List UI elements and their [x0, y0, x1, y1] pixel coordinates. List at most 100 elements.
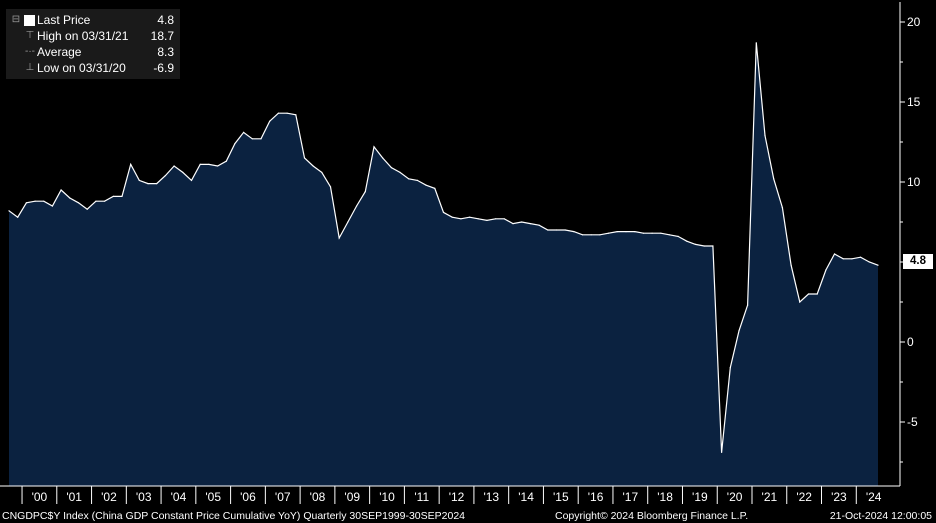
data-point: [329, 186, 332, 188]
x-tick-label: '06: [240, 490, 256, 504]
data-point: [416, 179, 418, 181]
data-point: [408, 178, 410, 180]
data-point: [495, 218, 497, 220]
data-point: [799, 301, 801, 303]
data-point: [321, 171, 323, 173]
data-point: [356, 205, 358, 207]
data-point: [651, 232, 653, 234]
data-point: [147, 183, 149, 185]
footer-series-description: CNGDPC$Y Index (China GDP Constant Price…: [2, 510, 466, 522]
high-marker-icon: ⊤: [25, 30, 35, 41]
data-point: [833, 253, 836, 255]
data-point: [130, 163, 132, 165]
data-point: [694, 243, 697, 245]
x-tick-label: '18: [657, 490, 673, 504]
data-point: [104, 200, 106, 202]
x-tick-label: '14: [518, 490, 534, 504]
legend-average-label: Average: [37, 45, 82, 59]
x-tick-label: '17: [623, 490, 639, 504]
x-tick-label: '12: [449, 490, 465, 504]
data-point: [460, 218, 462, 220]
footer-timestamp: 21-Oct-2024 12:00:05: [829, 510, 932, 522]
legend-last-price-value: 4.8: [157, 13, 174, 27]
data-point: [738, 330, 740, 332]
y-tick-label: 15: [907, 95, 921, 109]
data-point: [434, 187, 436, 189]
data-point: [442, 211, 445, 213]
data-point: [547, 229, 549, 231]
data-point: [764, 135, 766, 137]
data-point: [581, 234, 584, 236]
data-point: [538, 224, 540, 226]
x-tick-label: '09: [344, 490, 360, 504]
data-point: [269, 120, 271, 122]
data-point: [51, 205, 54, 207]
y-tick-label: 20: [907, 15, 921, 29]
x-tick-label: '22: [796, 490, 812, 504]
data-point: [138, 179, 140, 181]
data-point: [529, 223, 532, 225]
legend-last-price[interactable]: ⊟ Last Price 4.8: [6, 12, 180, 28]
data-point: [877, 264, 879, 266]
data-point: [234, 143, 236, 145]
axis-layer: [0, 2, 901, 487]
data-point: [860, 256, 862, 258]
data-point: [608, 232, 610, 234]
legend-low-label: Low on 03/31/20: [37, 61, 126, 75]
data-point: [95, 200, 97, 202]
data-point: [338, 237, 340, 239]
data-point: [721, 451, 723, 453]
legend-average[interactable]: -·- Average 8.3: [6, 44, 180, 60]
legend-high[interactable]: ⊤ High on 03/31/21 18.7: [6, 28, 180, 44]
data-point: [642, 232, 645, 234]
data-point: [521, 221, 523, 223]
data-point: [747, 304, 749, 306]
data-point: [156, 183, 158, 185]
low-marker-icon: ⊥: [25, 62, 35, 73]
data-point: [773, 178, 775, 180]
data-point: [77, 202, 80, 204]
x-tick-label: '03: [136, 490, 152, 504]
data-point: [60, 189, 62, 191]
data-point: [373, 146, 375, 148]
data-point: [825, 269, 827, 271]
data-point: [295, 114, 297, 116]
data-point: [486, 219, 488, 221]
x-tick-label: '10: [379, 490, 395, 504]
data-point: [243, 131, 245, 133]
data-point: [86, 208, 88, 210]
x-tick-label: '19: [692, 490, 708, 504]
x-tick-label: '05: [205, 490, 221, 504]
y-tick-label: 0: [907, 335, 914, 349]
data-point: [199, 163, 201, 165]
last-price-swatch-icon: [24, 15, 35, 26]
y-tick-label: -5: [907, 415, 918, 429]
data-point: [677, 235, 679, 237]
y-tick-label: 10: [907, 175, 921, 189]
data-point: [347, 221, 349, 223]
data-point: [173, 165, 175, 167]
data-point: [451, 216, 453, 218]
data-point: [503, 218, 505, 220]
data-point: [816, 293, 818, 295]
data-point: [225, 160, 227, 162]
x-tick-label: '13: [483, 490, 499, 504]
data-point: [868, 261, 870, 263]
data-point: [43, 200, 45, 202]
data-point: [286, 112, 288, 114]
data-point: [190, 179, 193, 181]
x-tick-label: '20: [727, 490, 743, 504]
legend-low-value: -6.9: [153, 61, 174, 75]
x-tick-label: '23: [831, 490, 847, 504]
footer: CNGDPC$Y Index (China GDP Constant Price…: [0, 509, 936, 523]
data-point: [564, 229, 566, 231]
legend-average-value: 8.3: [157, 45, 174, 59]
data-point: [364, 191, 366, 193]
x-tick-label: '21: [762, 490, 778, 504]
x-tick-label: '02: [101, 490, 117, 504]
legend-low[interactable]: ⊥ Low on 03/31/20 -6.9: [6, 60, 180, 76]
data-point: [616, 231, 618, 233]
collapse-icon[interactable]: ⊟: [11, 14, 21, 25]
data-point: [555, 229, 558, 231]
